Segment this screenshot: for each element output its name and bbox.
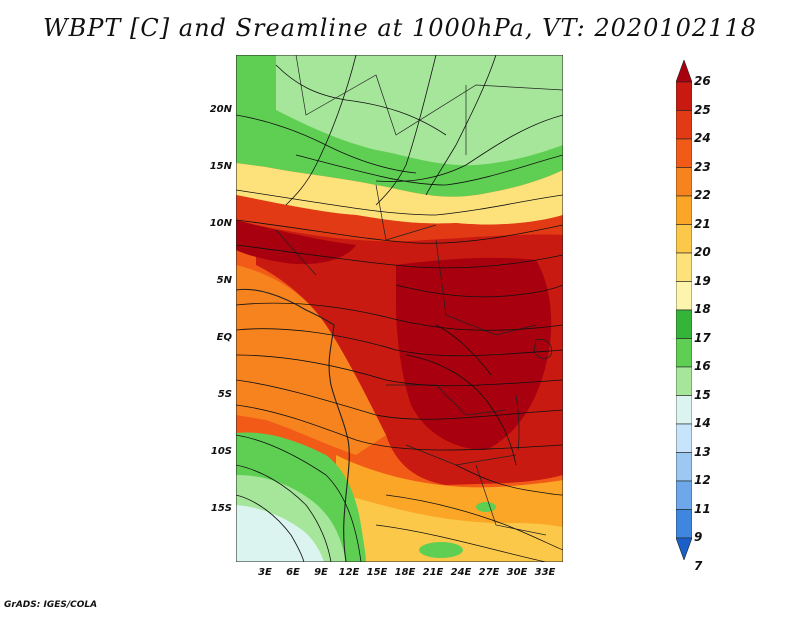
colorbar-label: 24 (694, 131, 711, 145)
colorbar-label: 16 (694, 359, 711, 373)
lon-label-12e: 12E (338, 567, 360, 578)
colorbar-segment (676, 366, 692, 396)
lat-label-10s: 10S (210, 446, 232, 457)
colorbar-label: 11 (694, 501, 711, 516)
colorbar-top-arrow (676, 60, 692, 83)
colorbar-label: 23 (694, 159, 711, 174)
lat-label-5s: 5S (217, 389, 232, 400)
wbpt-field-map (236, 55, 563, 562)
colorbar-segment (676, 252, 692, 282)
field-north-lightgreen (276, 55, 563, 166)
field-se-green-patch (476, 502, 496, 512)
lon-label-6e: 6E (286, 567, 300, 578)
lon-label-27e: 27E (478, 567, 500, 578)
colorbar-segment (676, 480, 692, 510)
colorbar-segment (676, 509, 692, 539)
lat-label-20n: 20N (209, 104, 232, 115)
colorbar-label: 15 (694, 387, 711, 402)
colorbar-label: 19 (694, 273, 711, 288)
colorbar-segment (676, 224, 692, 254)
lat-label-10n: 10N (209, 218, 232, 229)
colorbar-label: 9 (694, 530, 703, 544)
colorbar-segment (676, 110, 692, 140)
colorbar-segment (676, 81, 692, 111)
lat-label-5n: 5N (216, 275, 232, 286)
lon-label-33e: 33E (534, 567, 556, 578)
colorbar-label: 21 (694, 216, 711, 231)
lat-label-15n: 15N (209, 161, 232, 172)
colorbar-segment (676, 138, 692, 168)
colorbar-label: 22 (694, 188, 711, 202)
colorbar-label: 17 (694, 330, 711, 345)
lake-victoria (533, 338, 553, 359)
lon-label-9e: 9E (314, 567, 328, 578)
field-south-yellow (346, 495, 563, 562)
colorbar-segment (676, 195, 692, 225)
colorbar-label: 7 (694, 558, 703, 573)
lon-label-15e: 15E (366, 567, 388, 578)
colorbar-label: 18 (694, 302, 711, 316)
colorbar-label: 25 (694, 102, 711, 117)
chart-title: WBPT [C] and Sreamline at 1000hPa, VT: 2… (42, 14, 758, 42)
colorbar-segment (676, 395, 692, 425)
field-northwest-darkred (236, 220, 356, 265)
lat-label-15s: 15S (210, 503, 232, 514)
field-se-green-patch-2 (419, 542, 463, 558)
colorbar-label: 20 (694, 245, 711, 259)
colorbar-segment (676, 167, 692, 197)
field-southwest-cyan (236, 505, 324, 562)
colorbar-bottom-arrow (676, 537, 692, 560)
colorbar-segment (676, 281, 692, 311)
lon-label-21e: 21E (422, 567, 444, 578)
lake-tanganyika (515, 394, 520, 451)
credit-text: GrADS: IGES/COLA (4, 600, 98, 610)
colorbar-label: 14 (694, 416, 711, 430)
coastline (236, 288, 350, 562)
colorbar-label: 26 (694, 74, 711, 88)
colorbar-label: 13 (694, 444, 711, 459)
lat-label-eq: EQ (216, 332, 232, 343)
lon-label-18e: 18E (394, 567, 416, 578)
map-panel (236, 55, 563, 562)
colorbar-segment (676, 309, 692, 339)
streamlines (236, 55, 563, 562)
lon-label-30e: 30E (506, 567, 528, 578)
colorbar-segment (676, 338, 692, 368)
colorbar-segment (676, 452, 692, 482)
colorbar (676, 60, 692, 560)
colorbar-label: 12 (694, 473, 711, 487)
lon-label-3e: 3E (258, 567, 272, 578)
lon-label-24e: 24E (450, 567, 472, 578)
field-west-orange (236, 265, 386, 455)
colorbar-segment (676, 423, 692, 453)
